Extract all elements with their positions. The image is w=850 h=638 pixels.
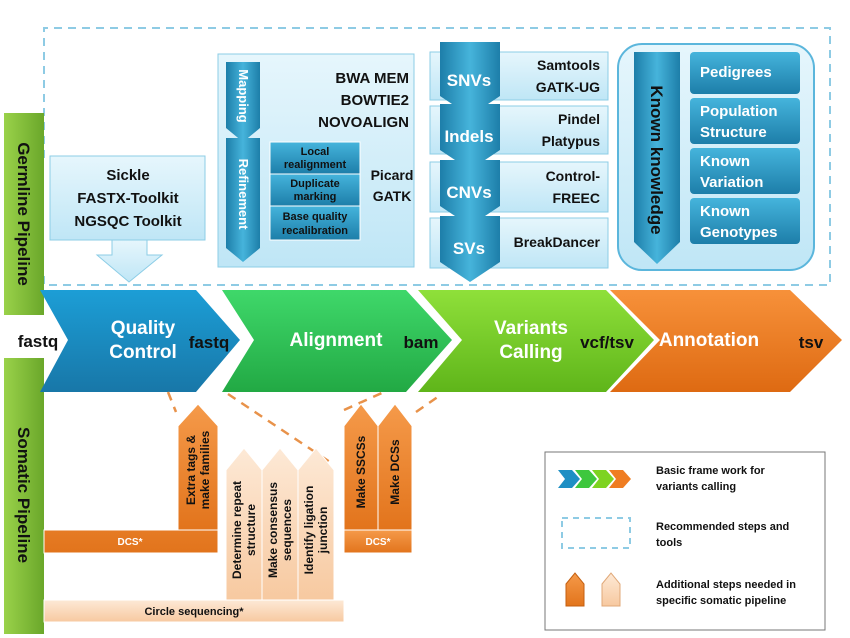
svg-text:Control: Control	[109, 342, 177, 363]
svg-text:BWA MEM: BWA MEM	[335, 70, 409, 87]
svg-text:Extra tags &: Extra tags &	[184, 435, 198, 505]
stage-output-fastq: fastq	[189, 333, 230, 352]
determine-repeat-step: Determine repeat structure	[225, 447, 263, 601]
svg-text:Make consensus: Make consensus	[266, 482, 280, 578]
dcs-bar-2: DCS*	[343, 529, 413, 554]
stage-annotation: Annotation tsv	[610, 290, 842, 392]
refinement-label: Refinement	[236, 159, 251, 230]
svg-text:NGSQC Toolkit: NGSQC Toolkit	[74, 213, 181, 230]
legend-orange-step-icon	[565, 572, 585, 607]
mapping-label: Mapping	[236, 69, 251, 122]
svg-text:CNVs: CNVs	[446, 183, 491, 202]
svg-text:FASTX-Toolkit: FASTX-Toolkit	[77, 190, 178, 207]
germline-pipeline-label: Germline Pipeline	[4, 113, 44, 315]
svg-text:Indels: Indels	[444, 127, 493, 146]
alignment-tools-box: Mapping Refinement BWA MEM BOWTIE2 NOVOA…	[217, 53, 415, 268]
legend-dashed-box-icon	[561, 517, 631, 549]
svg-text:make families: make families	[198, 430, 212, 509]
svg-text:NOVOALIGN: NOVOALIGN	[318, 114, 409, 131]
svg-text:Quality: Quality	[111, 318, 176, 339]
stage-output-bam: bam	[404, 333, 439, 352]
stage-output-vcf-tsv: vcf/tsv	[580, 333, 634, 352]
svg-text:GATK: GATK	[373, 188, 412, 204]
svg-text:Circle sequencing*: Circle sequencing*	[144, 606, 244, 618]
svg-text:Local: Local	[301, 146, 330, 158]
legend-label-recommended-2: tools	[656, 537, 682, 549]
variant-callers: SNVs Samtools GATK-UG Indels Pindel Plat…	[429, 42, 609, 282]
svg-text:Control-: Control-	[546, 168, 601, 184]
svg-text:GATK-UG: GATK-UG	[536, 79, 600, 95]
svg-text:Sickle: Sickle	[106, 167, 149, 184]
legend-peach-step-icon	[601, 572, 621, 607]
legend-label-framework: Basic frame work for	[656, 465, 766, 477]
stage-variants-calling: Variants Calling vcf/tsv	[418, 290, 654, 392]
legend-label-recommended: Recommended steps and	[656, 521, 789, 533]
svg-text:Variation: Variation	[700, 174, 763, 191]
stage-output-tsv: tsv	[799, 333, 824, 352]
svg-text:Make DCSs: Make DCSs	[388, 439, 402, 505]
svg-text:Known knowledge: Known knowledge	[647, 85, 666, 234]
svg-text:structure: structure	[244, 504, 258, 556]
svg-text:junction: junction	[316, 507, 330, 555]
svg-text:Picard: Picard	[371, 167, 414, 183]
make-dcss-step: Make DCSs	[377, 403, 413, 531]
identify-ligation-step: Identify ligation junction	[297, 447, 335, 601]
svg-text:Calling: Calling	[499, 342, 562, 363]
svg-text:Samtools: Samtools	[537, 57, 600, 73]
svg-text:Pindel: Pindel	[558, 111, 600, 127]
legend-label-framework-2: variants calling	[656, 481, 736, 493]
svg-text:FREEC: FREEC	[553, 190, 600, 206]
svg-text:Duplicate: Duplicate	[290, 178, 340, 190]
legend-label-additional: Additional steps needed in	[656, 579, 796, 591]
svg-text:Identify ligation: Identify ligation	[302, 486, 316, 575]
svg-text:BreakDancer: BreakDancer	[514, 234, 601, 250]
svg-text:Genotypes: Genotypes	[700, 224, 778, 241]
svg-text:recalibration: recalibration	[282, 225, 348, 237]
svg-text:sequences: sequences	[280, 499, 294, 561]
somatic-connectors	[166, 390, 443, 464]
legend: Basic frame work for variants calling Re…	[544, 451, 826, 631]
make-consensus-step: Make consensus sequences	[261, 447, 299, 601]
svg-text:Germline Pipeline: Germline Pipeline	[14, 142, 33, 286]
svg-text:BOWTIE2: BOWTIE2	[341, 92, 409, 109]
circle-sequencing-bar: Circle sequencing*	[43, 599, 345, 623]
stage-alignment: Alignment bam	[222, 290, 452, 392]
svg-text:Known: Known	[700, 203, 750, 220]
svg-text:Variants: Variants	[494, 318, 568, 339]
svg-text:Population: Population	[700, 103, 778, 120]
fastq-input-box	[4, 322, 64, 358]
svg-text:marking: marking	[294, 191, 337, 203]
svg-text:SVs: SVs	[453, 239, 485, 258]
make-sscss-step: Make SSCSs	[343, 403, 379, 531]
legend-label-additional-2: specific somatic pipeline	[656, 595, 786, 607]
svg-text:Pedigrees: Pedigrees	[700, 64, 772, 81]
svg-text:Structure: Structure	[700, 124, 767, 141]
svg-text:Alignment: Alignment	[290, 330, 384, 351]
svg-text:Somatic Pipeline: Somatic Pipeline	[14, 427, 33, 563]
svg-text:Known: Known	[700, 153, 750, 170]
svg-text:realignment: realignment	[284, 159, 347, 171]
fastq-input-label: fastq	[18, 332, 59, 351]
legend-chevrons-icon	[558, 470, 631, 488]
svg-text:Annotation: Annotation	[659, 330, 759, 351]
svg-text:DCS*: DCS*	[365, 537, 390, 548]
somatic-pipeline-label: Somatic Pipeline	[4, 356, 44, 634]
svg-text:SNVs: SNVs	[447, 71, 491, 90]
qc-tools-box: Sickle FASTX-Toolkit NGSQC Toolkit	[49, 155, 206, 283]
svg-text:Determine repeat: Determine repeat	[230, 481, 244, 579]
svg-text:DCS*: DCS*	[117, 537, 142, 548]
known-knowledge-panel: Known knowledge Pedigrees Population Str…	[617, 43, 815, 271]
extra-tags-step: Extra tags & make families	[177, 403, 219, 531]
stage-quality-control: Quality Control fastq	[40, 290, 240, 392]
svg-text:Make SSCSs: Make SSCSs	[354, 435, 368, 508]
svg-text:Base quality: Base quality	[283, 211, 349, 223]
svg-text:Platypus: Platypus	[542, 133, 601, 149]
